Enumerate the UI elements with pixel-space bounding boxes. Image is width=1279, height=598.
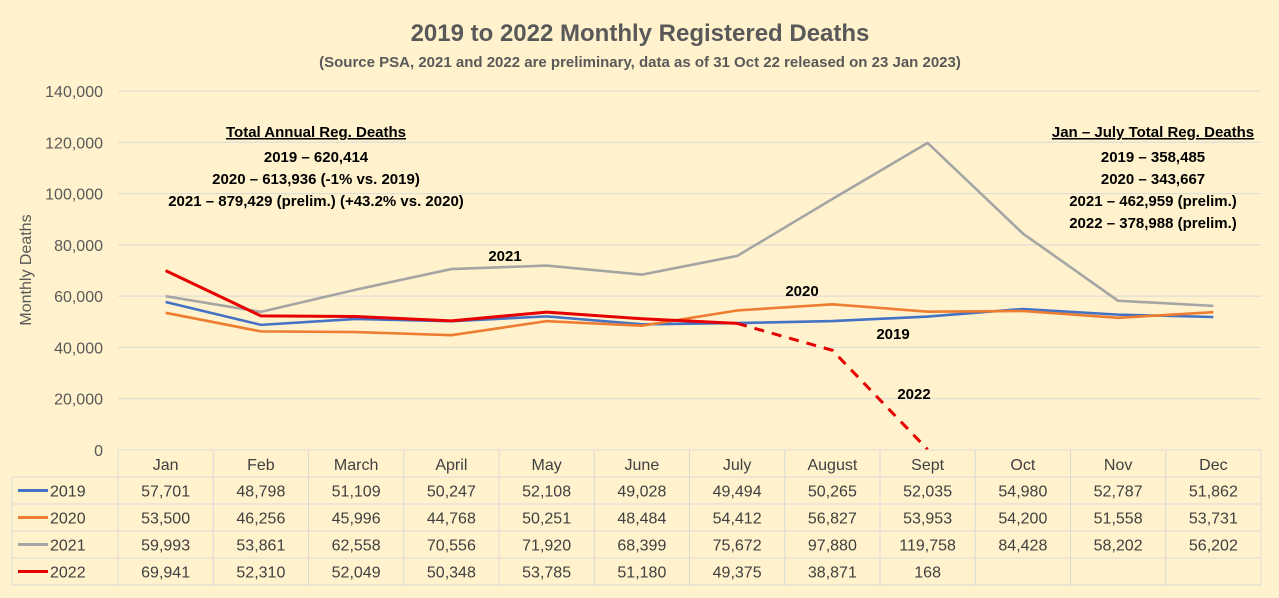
series-inline-label: 2022	[897, 386, 930, 403]
table-cell: 53,500	[141, 511, 190, 528]
annual-totals-line: 2021 – 879,429 (prelim.) (+43.2% vs. 202…	[168, 193, 464, 210]
table-cell: 44,768	[427, 511, 476, 528]
table-cell: 49,028	[617, 484, 666, 501]
table-cell: 54,980	[998, 484, 1047, 501]
series-inline-label: 2021	[488, 248, 521, 265]
table-cell: 51,180	[617, 565, 666, 582]
x-tick-label: August	[807, 457, 857, 474]
table-cell: 69,941	[141, 565, 190, 582]
y-axis-label: Monthly Deaths	[18, 214, 35, 325]
chart-subtitle: (Source PSA, 2021 and 2022 are prelimina…	[319, 54, 961, 71]
y-axis-ticks: 0 20,000 40,000 60,000 80,000 100,000 120,000 1…	[45, 84, 103, 460]
table-cell: 168	[914, 565, 941, 582]
legend-label-2020: 2020	[50, 511, 86, 528]
table-cell: 54,412	[713, 511, 762, 528]
y-tick-label: 0	[94, 443, 103, 460]
table-cell: 56,827	[808, 511, 857, 528]
table-cell: 50,265	[808, 484, 857, 501]
series-line-2021	[165, 141, 1214, 314]
table-cell: 53,861	[236, 538, 285, 555]
table-cell: 56,202	[1189, 538, 1238, 555]
series-inline-label: 2019	[876, 326, 909, 343]
x-tick-label: Jan	[153, 457, 179, 474]
table-cell: 53,731	[1189, 511, 1238, 528]
plot-area	[164, 141, 1214, 451]
table-cell: 53,953	[903, 511, 952, 528]
x-tick-label: Oct	[1010, 457, 1035, 474]
table-cell: 59,993	[141, 538, 190, 555]
table-cell: 51,558	[1094, 511, 1143, 528]
table-cell: 46,256	[236, 511, 285, 528]
x-tick-label: March	[334, 457, 378, 474]
series-inline-label: 2020	[785, 283, 818, 300]
table-cell: 49,375	[713, 565, 762, 582]
x-tick-label: April	[435, 457, 467, 474]
table-cell: 119,758	[899, 538, 956, 555]
jan-july-totals-line: 2021 – 462,959 (prelim.)	[1069, 193, 1237, 210]
table-cell: 52,049	[332, 565, 381, 582]
y-tick-label: 60,000	[54, 289, 103, 306]
annual-totals-line: 2019 – 620,414	[264, 149, 369, 166]
chart-title: 2019 to 2022 Monthly Registered Deaths	[411, 20, 870, 47]
table-cell: 52,035	[903, 484, 952, 501]
legend-label-2021: 2021	[50, 538, 86, 555]
table-cell: 53,785	[522, 565, 571, 582]
x-tick-label: June	[625, 457, 660, 474]
x-tick-label: July	[723, 457, 751, 474]
table-cell: 50,247	[427, 484, 476, 501]
table-cell: 84,428	[998, 538, 1047, 555]
table-cell: 68,399	[617, 538, 666, 555]
y-tick-label: 80,000	[54, 238, 103, 255]
jan-july-totals-annotation: Jan – July Total Reg. Deaths 2019 – 358,4…	[1052, 124, 1254, 232]
table-cell: 58,202	[1094, 538, 1143, 555]
table-cell: 48,484	[617, 511, 666, 528]
y-tick-label: 100,000	[45, 187, 103, 204]
table-cell: 52,787	[1094, 484, 1143, 501]
gridlines	[118, 90, 1261, 451]
jan-july-totals-line: 2019 – 358,485	[1101, 149, 1205, 166]
y-tick-label: 20,000	[54, 392, 103, 409]
x-tick-label: May	[532, 457, 562, 474]
series-line-2022	[164, 269, 738, 325]
table-cell: 48,798	[236, 484, 285, 501]
y-tick-label: 120,000	[45, 135, 103, 152]
table-cell: 71,920	[522, 538, 571, 555]
table-cell: 54,200	[998, 511, 1047, 528]
x-tick-label: Feb	[247, 457, 275, 474]
table-cell: 75,672	[713, 538, 762, 555]
annual-totals-title: Total Annual Reg. Deaths	[226, 124, 406, 141]
table-cell: 50,251	[522, 511, 571, 528]
table-cell: 70,556	[427, 538, 476, 555]
annual-totals-line: 2020 – 613,936 (-1% vs. 2019)	[212, 171, 420, 188]
table-cell: 52,108	[522, 484, 571, 501]
table-cell: 62,558	[332, 538, 381, 555]
table-cell: 49,494	[713, 484, 762, 501]
jan-july-totals-line: 2022 – 378,988 (prelim.)	[1069, 215, 1237, 232]
table-cell: 50,348	[427, 565, 476, 582]
annual-totals-annotation: Total Annual Reg. Deaths 2019 – 620,414 20…	[168, 124, 464, 210]
table-cell: 52,310	[236, 565, 285, 582]
x-tick-label: Nov	[1104, 457, 1132, 474]
jan-july-totals-title: Jan – July Total Reg. Deaths	[1052, 124, 1254, 141]
table-cell: 51,109	[332, 484, 381, 501]
x-tick-label: Dec	[1199, 457, 1227, 474]
y-tick-label: 40,000	[54, 340, 103, 357]
series-line-2019	[165, 300, 1214, 327]
series-line-2020	[165, 302, 1214, 337]
table-cell: 45,996	[332, 511, 381, 528]
table-cell: 51,862	[1189, 484, 1238, 501]
data-table: Jan Feb March April May June July August Sept Oct…	[11, 449, 1262, 586]
legend-label-2022: 2022	[50, 565, 86, 582]
y-tick-label: 140,000	[45, 84, 103, 101]
table-cell: 97,880	[808, 538, 857, 555]
table-cell: 38,871	[808, 565, 857, 582]
x-tick-label: Sept	[911, 457, 944, 474]
series-inline-labels: 2021 2020 2019 2022	[488, 248, 930, 403]
legend-label-2019: 2019	[50, 484, 86, 501]
table-cell: 57,701	[141, 484, 190, 501]
jan-july-totals-line: 2020 – 343,667	[1101, 171, 1205, 188]
